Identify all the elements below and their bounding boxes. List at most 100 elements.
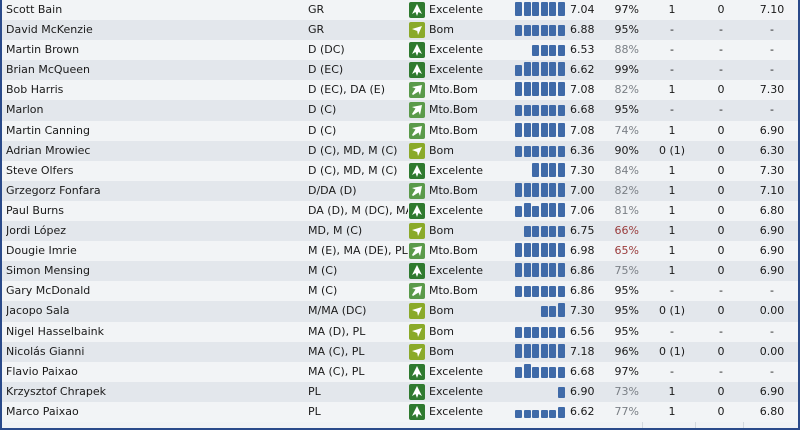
player-name[interactable]: Marco Paixao: [6, 404, 79, 418]
player-row[interactable]: Grzegorz Fonfara D/DA (D) Mto.Bom 7.00 8…: [2, 180, 798, 201]
form-bar: [540, 105, 548, 117]
form-bar: [515, 343, 522, 358]
form-bar: [532, 105, 540, 117]
player-position: GR: [308, 3, 325, 16]
player-name[interactable]: Adrian Mrowiec: [6, 143, 91, 157]
player-name[interactable]: Steve Olfers: [6, 163, 74, 177]
player-name[interactable]: Gary McDonald: [6, 284, 91, 298]
player-row[interactable]: Nigel Hasselbaink MA (D), PL Bom 6.56 95…: [2, 321, 798, 342]
form-bar: [515, 205, 522, 217]
form-bar: [549, 226, 557, 238]
player-row[interactable]: Flavio Paixao MA (C), PL Excelente 6.68 …: [2, 361, 798, 382]
form-bars: [515, 342, 567, 362]
form-bars: [515, 201, 567, 221]
player-row[interactable]: Nicolás Gianni MA (C), PL Bom 7.18 96% 0…: [2, 341, 798, 362]
form-bar: [523, 122, 531, 137]
player-name[interactable]: Jacopo Sala: [6, 304, 70, 318]
condition-percent: 95%: [614, 324, 639, 338]
player-name[interactable]: Grzegorz Fonfara: [6, 183, 101, 197]
stat-column-1: 1: [668, 384, 676, 398]
player-name[interactable]: Nigel Hasselbaink: [6, 324, 105, 338]
form-bar: [532, 182, 540, 197]
player-name[interactable]: Martin Brown: [6, 43, 80, 57]
player-row[interactable]: Steve Olfers D (C), MD, M (C) Excelente …: [2, 160, 798, 181]
form-bars: [515, 141, 567, 161]
player-name[interactable]: Simon Mensing: [6, 264, 90, 278]
form-bar: [549, 122, 557, 137]
player-name[interactable]: Krzysztof Chrapek: [6, 384, 106, 398]
player-row[interactable]: Martin Canning D (C) Mto.Bom 7.08 74% 1 …: [2, 120, 798, 141]
player-row[interactable]: Krzysztof Chrapek PL Excelente 6.90 73% …: [2, 381, 798, 402]
player-position: PL: [308, 404, 321, 418]
form-bars: [515, 261, 567, 281]
player-row[interactable]: Marlon D (C) Mto.Bom 6.68 95% - - -: [2, 100, 798, 121]
player-row[interactable]: Martin Brown D (DC) Excelente 6.53 88% -…: [2, 40, 798, 61]
condition-percent: 95%: [614, 284, 639, 298]
form-bar: [558, 122, 565, 137]
form-bar: [523, 2, 531, 16]
stat-column-2: -: [719, 23, 723, 37]
average-rating: 7.08: [570, 83, 595, 97]
player-row[interactable]: Jordi López MD, M (C) Bom 6.75 66% 1 0 6…: [2, 221, 798, 242]
condition-percent: 75%: [614, 264, 639, 278]
form-bars: [515, 121, 567, 141]
player-name[interactable]: Flavio Paixao: [6, 364, 78, 378]
player-name[interactable]: Marlon: [6, 103, 44, 117]
stat-column-3: 0.00: [759, 304, 785, 318]
player-position: MA (C), PL: [308, 344, 365, 358]
average-rating: 6.86: [570, 284, 595, 298]
form-bar: [540, 243, 548, 258]
player-row[interactable]: Simon Mensing M (C) Excelente 6.86 75% 1…: [2, 261, 798, 282]
form-bar: [549, 62, 557, 77]
stat-column-2: 0: [717, 123, 725, 137]
player-name[interactable]: Paul Burns: [6, 203, 64, 217]
player-row[interactable]: Brian McQueen D (EC) Excelente 6.62 99% …: [2, 60, 798, 81]
form-bar: [549, 326, 557, 338]
player-row[interactable]: Jacopo Sala M/MA (DC) Bom 7.30 95% 0 (1)…: [2, 301, 798, 322]
stat-column-1: 1: [668, 203, 676, 217]
form-bar: [540, 409, 548, 418]
player-name[interactable]: Jordi López: [6, 224, 67, 238]
form-bar: [532, 343, 540, 358]
player-row[interactable]: Paul Burns DA (D), M (DC), MA .. Excelen…: [2, 200, 798, 222]
condition-percent: 96%: [614, 344, 639, 358]
form-arrow-icon: [409, 243, 425, 260]
stat-column-3: -: [770, 43, 774, 57]
player-position: GR: [308, 23, 325, 37]
stat-column-3: 6.30: [759, 143, 785, 157]
form-bar: [523, 263, 531, 278]
average-rating: 6.36: [570, 143, 595, 157]
form-bar: [549, 45, 557, 57]
player-name[interactable]: Martin Canning: [6, 123, 90, 137]
player-row[interactable]: Marco Paixao PL Excelente 6.62 77% 1 0 6…: [2, 401, 798, 422]
stat-column-1: -: [670, 324, 674, 338]
stat-column-2: 0: [717, 3, 725, 16]
player-row[interactable]: Dougie Imrie M (E), MA (DE), PL Mto.Bom …: [2, 241, 798, 262]
player-name[interactable]: Bob Harris: [6, 83, 64, 97]
form-status: Mto.Bom: [429, 183, 478, 197]
form-arrow-icon: [409, 102, 425, 119]
stat-column-1: 1: [668, 83, 676, 97]
player-row[interactable]: Scott Bain GR Excelente 7.04 97% 1 0 7.1…: [2, 0, 798, 21]
player-name[interactable]: Dougie Imrie: [6, 244, 77, 258]
form-bar: [532, 25, 540, 37]
player-row[interactable]: Adrian Mrowiec D (C), MD, M (C) Bom 6.36…: [2, 140, 798, 161]
stat-column-2: 0: [717, 224, 725, 238]
player-name[interactable]: Brian McQueen: [6, 63, 91, 77]
player-name[interactable]: Scott Bain: [6, 3, 63, 16]
stat-column-3: 6.80: [759, 404, 785, 418]
form-bar: [558, 105, 565, 117]
average-rating: 7.18: [570, 344, 595, 358]
form-bar: [523, 343, 531, 358]
player-row[interactable]: David McKenzie GR Bom 6.88 95% - - -: [2, 20, 798, 41]
player-row[interactable]: Bob Harris D (EC), DA (E) Mto.Bom 7.08 8…: [2, 80, 798, 101]
player-position: MA (D), PL: [308, 324, 366, 338]
player-name[interactable]: David McKenzie: [6, 23, 93, 37]
player-row[interactable]: Gary McDonald M (C) Mto.Bom 6.86 95% - -…: [2, 281, 798, 302]
form-bar: [549, 366, 557, 378]
form-bar: [540, 122, 548, 137]
stat-column-2: 0: [717, 344, 725, 358]
player-name[interactable]: Nicolás Gianni: [6, 344, 85, 358]
stat-column-2: 0: [717, 304, 725, 318]
player-position: M/MA (DC): [308, 304, 367, 318]
